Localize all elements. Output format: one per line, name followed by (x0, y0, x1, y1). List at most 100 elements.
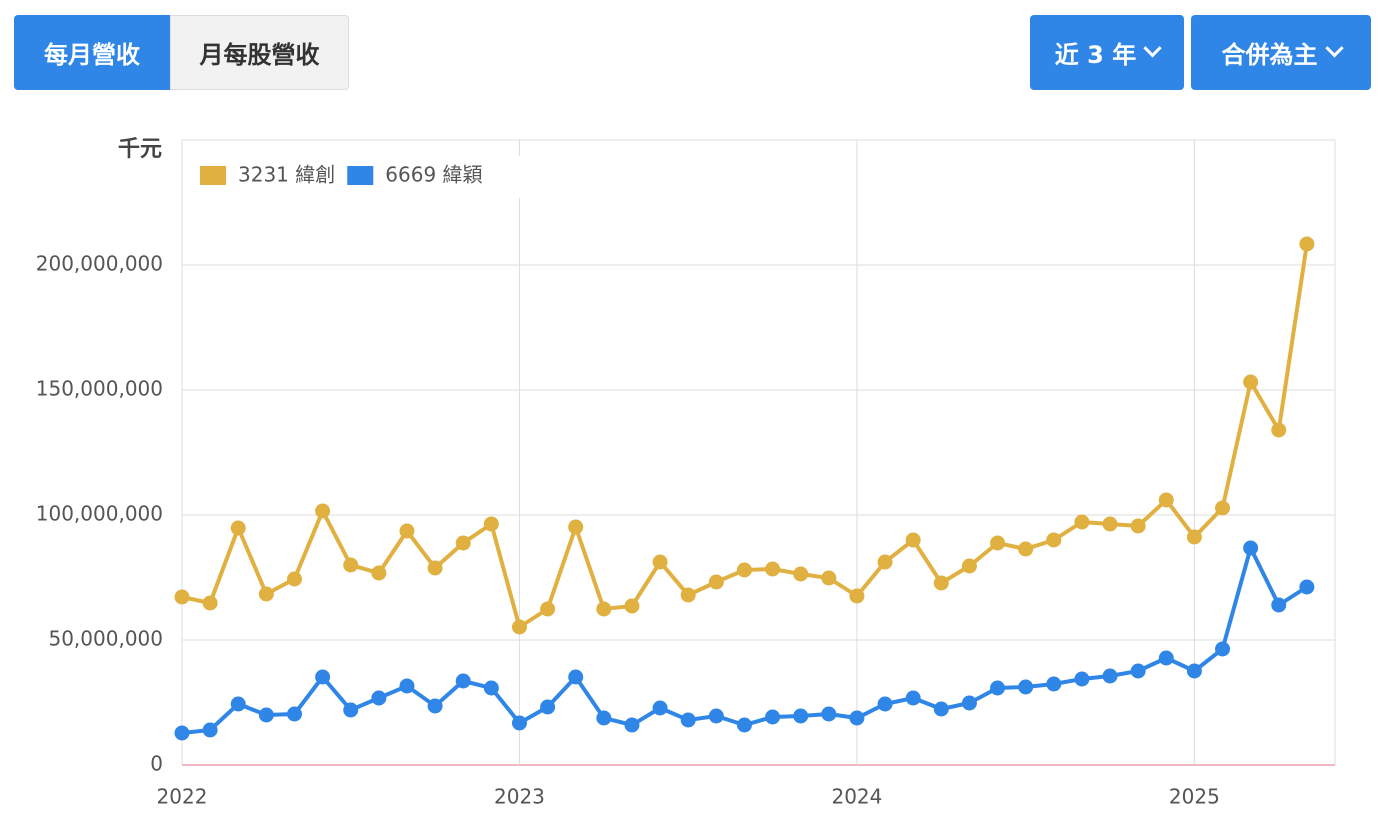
data-point (315, 503, 331, 519)
y-tick-label: 50,000,000 (48, 627, 163, 651)
data-point (371, 690, 387, 706)
data-point (1046, 676, 1062, 692)
data-point (1102, 668, 1118, 684)
data-point (821, 570, 837, 586)
data-point (1243, 374, 1259, 390)
data-point (258, 707, 274, 723)
tab-button[interactable]: 每月營收 (14, 15, 170, 90)
data-point (1018, 541, 1034, 557)
data-point (793, 708, 809, 724)
legend-swatch (200, 166, 226, 185)
data-point (765, 561, 781, 577)
y-tick-label: 200,000,000 (36, 252, 163, 276)
legend: 3231 緯創 6669 緯穎 (192, 156, 520, 198)
data-point (905, 690, 921, 706)
data-point (202, 722, 218, 738)
data-point (596, 601, 612, 617)
data-point (849, 588, 865, 604)
data-point (961, 558, 977, 574)
data-point (230, 520, 246, 536)
data-point (174, 725, 190, 741)
data-point (455, 673, 471, 689)
dropdown-label: 近 3 年 (1054, 41, 1137, 69)
data-point (596, 710, 612, 726)
data-point (540, 601, 556, 617)
dropdown[interactable]: 合併為主 (1191, 15, 1371, 90)
data-point (652, 554, 668, 570)
data-point (202, 595, 218, 611)
data-point (1271, 597, 1287, 613)
data-point (1215, 641, 1231, 657)
data-point (286, 571, 302, 587)
unit-label: 千元 (118, 137, 162, 162)
x-tick-label: 2023 (494, 785, 545, 809)
y-tick-label: 0 (150, 752, 163, 776)
tab-label: 月每股營收 (199, 41, 320, 69)
data-point (990, 680, 1006, 696)
data-point (1074, 671, 1090, 687)
data-point (1243, 540, 1259, 556)
data-point (1018, 679, 1034, 695)
data-point (990, 535, 1006, 551)
x-tick-label: 2024 (831, 785, 882, 809)
y-tick-label: 100,000,000 (36, 502, 163, 526)
data-point (1271, 422, 1287, 438)
data-point (483, 516, 499, 532)
x-tick-label: 2025 (1169, 785, 1220, 809)
data-point (1102, 516, 1118, 532)
data-point (511, 619, 527, 635)
data-point (174, 589, 190, 605)
data-point (511, 715, 527, 731)
dropdown[interactable]: 近 3 年 (1030, 15, 1184, 90)
data-point (1186, 529, 1202, 545)
data-point (624, 598, 640, 614)
x-tick-label: 2022 (157, 785, 208, 809)
data-point (736, 717, 752, 733)
data-point (933, 575, 949, 591)
data-point (399, 523, 415, 539)
data-point (1215, 500, 1231, 516)
data-point (849, 710, 865, 726)
data-point (877, 554, 893, 570)
data-point (736, 562, 752, 578)
data-point (680, 587, 696, 603)
data-point (821, 706, 837, 722)
data-point (680, 712, 696, 728)
data-point (624, 717, 640, 733)
data-point (315, 669, 331, 685)
data-point (540, 699, 556, 715)
data-point (343, 557, 359, 573)
data-point (1299, 579, 1315, 595)
data-point (568, 669, 584, 685)
data-point (708, 574, 724, 590)
legend-label: 3231 緯創 (238, 163, 335, 187)
data-point (1158, 650, 1174, 666)
dropdown-label: 合併為主 (1221, 41, 1318, 69)
data-point (1130, 518, 1146, 534)
tab-button[interactable]: 月每股營收 (170, 15, 349, 90)
data-point (568, 519, 584, 535)
data-point (483, 680, 499, 696)
data-point (1046, 532, 1062, 548)
data-point (933, 701, 949, 717)
data-point (371, 565, 387, 581)
data-point (1299, 236, 1315, 252)
data-point (1130, 663, 1146, 679)
legend-swatch (347, 166, 374, 185)
data-point (708, 708, 724, 724)
data-point (343, 702, 359, 718)
data-point (877, 696, 893, 712)
data-point (961, 695, 977, 711)
data-point (652, 700, 668, 716)
tab-label: 每月營收 (44, 41, 140, 69)
data-point (230, 696, 246, 712)
data-point (427, 560, 443, 576)
data-point (765, 709, 781, 725)
data-point (399, 678, 415, 694)
data-point (455, 535, 471, 551)
data-point (286, 706, 302, 722)
data-point (1186, 663, 1202, 679)
y-tick-label: 150,000,000 (36, 377, 163, 401)
